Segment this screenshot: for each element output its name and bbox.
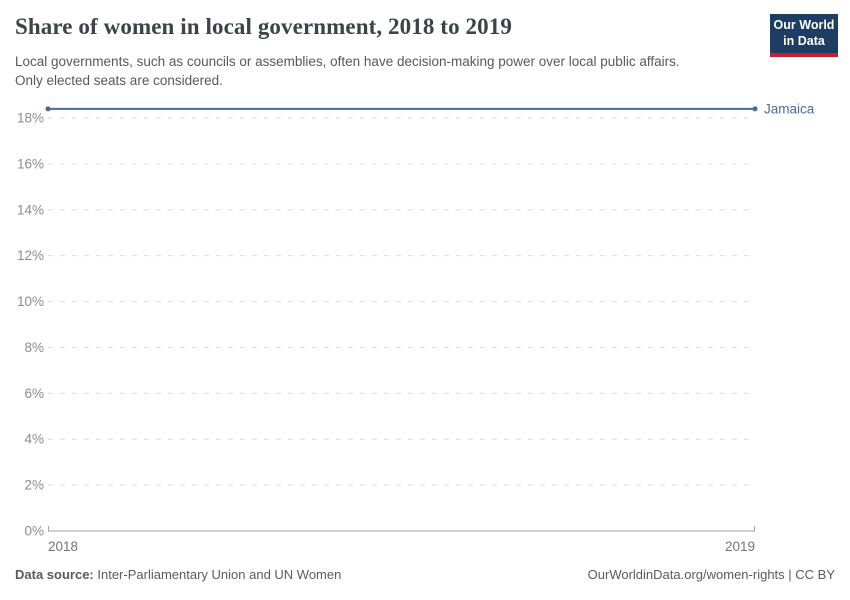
y-tick-label-0: 0% — [24, 524, 44, 539]
chart-subtitle: Local governments, such as councils or a… — [15, 54, 680, 88]
owid-logo-line2: in Data — [783, 33, 825, 48]
y-tick-label-18: 18% — [17, 111, 44, 126]
x-tick-label-2019: 2019 — [725, 539, 755, 554]
data-source-value: Inter-Parliamentary Union and UN Women — [97, 567, 342, 582]
y-tick-label-14: 14% — [17, 202, 44, 217]
attribution-link[interactable]: OurWorldinData.org/women-rights | CC BY — [587, 567, 835, 582]
x-tick-label-2018: 2018 — [48, 539, 78, 554]
data-source-label: Data source: — [15, 567, 94, 582]
y-tick-label-6: 6% — [24, 386, 44, 401]
y-tick-label-10: 10% — [17, 294, 44, 309]
owid-logo[interactable]: Our World in Data — [770, 14, 838, 57]
chart-title: Share of women in local government, 2018… — [15, 14, 512, 39]
series-label-jamaica[interactable]: Jamaica — [764, 101, 815, 116]
chart-footer: Data source: Inter-Parliamentary Union a… — [15, 567, 835, 582]
y-tick-label-8: 8% — [24, 340, 44, 355]
data-source-note: Data source: Inter-Parliamentary Union a… — [15, 567, 341, 582]
series-start-dot-jamaica — [45, 106, 51, 112]
y-tick-label-16: 16% — [17, 156, 44, 171]
owid-logo-line1: Our World — [773, 18, 835, 32]
series-end-dot-jamaica — [752, 106, 758, 112]
y-tick-label-4: 4% — [24, 432, 44, 447]
y-tick-label-2: 2% — [24, 478, 44, 493]
y-tick-label-12: 12% — [17, 248, 44, 263]
